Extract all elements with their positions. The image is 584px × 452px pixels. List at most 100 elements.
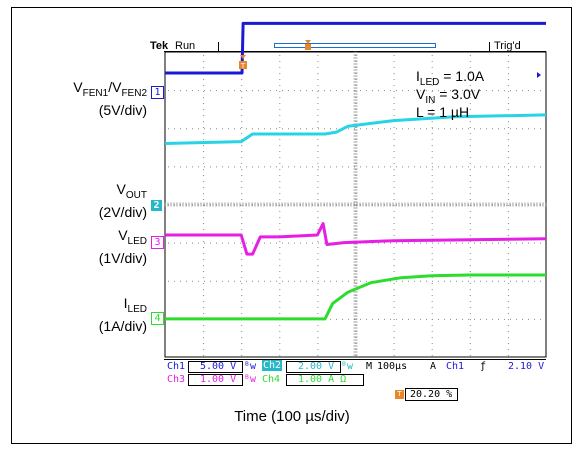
- grid-dot: [507, 61, 509, 62]
- grid-dot: [279, 151, 281, 152]
- grid-dot: [432, 204, 433, 206]
- grid-dot: [279, 343, 281, 344]
- grid-dot: [317, 355, 319, 356]
- grid-dot: [174, 204, 175, 206]
- grid-dot: [279, 325, 281, 326]
- grid-dot: [180, 204, 181, 206]
- record-bracket-line: [274, 47, 436, 48]
- grid-dot: [469, 211, 471, 212]
- grid-dot: [431, 139, 433, 140]
- grid-dot: [203, 313, 205, 314]
- grid-dot: [516, 128, 517, 130]
- grid-dot: [516, 318, 517, 320]
- grid-dot: [426, 166, 427, 168]
- grid-dot: [306, 166, 307, 168]
- grid-dot: [336, 280, 337, 282]
- grid-dot: [528, 204, 529, 206]
- grid-dot: [507, 295, 509, 296]
- grid-dot: [355, 169, 357, 170]
- grid-dot: [432, 318, 433, 320]
- timebase-label: M: [366, 361, 373, 372]
- grid-dot: [279, 283, 281, 284]
- grid-dot: [507, 91, 509, 92]
- grid-dot: [355, 61, 357, 62]
- grid-dot: [240, 90, 241, 92]
- grid-dot: [317, 61, 319, 62]
- grid-dot: [279, 217, 281, 218]
- grid-dot: [469, 241, 471, 242]
- grid-dot: [507, 103, 509, 104]
- record-bracket: [274, 43, 436, 48]
- ch3-bw-icon: ᴮw: [244, 374, 257, 385]
- grid-dot: [469, 103, 471, 104]
- grid-dot: [348, 280, 349, 282]
- grid-dot: [393, 283, 395, 284]
- grid-dot: [241, 223, 243, 224]
- grid-dot: [393, 97, 395, 98]
- grid-dot: [203, 187, 205, 188]
- grid-dot: [431, 253, 433, 254]
- grid-dot: [203, 139, 205, 140]
- grid-dot: [366, 280, 367, 282]
- grid-dot: [300, 166, 301, 168]
- grid-dot: [480, 166, 481, 168]
- grid-dot: [317, 79, 319, 80]
- grid-dot: [279, 205, 281, 206]
- grid-dot: [384, 242, 385, 244]
- grid-dot: [279, 265, 281, 266]
- grid-dot: [203, 295, 205, 296]
- grid-dot: [393, 211, 395, 212]
- grid-dot: [540, 166, 541, 168]
- grid-dot: [317, 289, 319, 290]
- grid-dot: [469, 151, 471, 152]
- grid-dot: [438, 204, 439, 206]
- grid-dot: [431, 289, 433, 290]
- ch4-marker-icon: 4: [151, 312, 164, 325]
- grid-dot: [300, 90, 301, 92]
- grid-dot: [396, 204, 397, 206]
- grid-dot: [203, 337, 205, 338]
- grid-dot: [210, 204, 211, 206]
- grid-dot: [393, 79, 395, 80]
- grid-dot: [279, 85, 281, 86]
- grid-dot: [431, 217, 433, 218]
- grid-dot: [390, 90, 391, 92]
- grid-dot: [450, 90, 451, 92]
- grid-dot: [372, 128, 373, 130]
- grid-dot: [469, 259, 471, 260]
- grid-dot: [426, 242, 427, 244]
- grid-dot: [192, 242, 193, 244]
- label-vout: VOUT (2V/div): [98, 181, 147, 220]
- grid-dot: [486, 318, 487, 320]
- grid-dot: [264, 128, 265, 130]
- grid-dot: [462, 280, 463, 282]
- grid-dot: [312, 280, 313, 282]
- grid-dot: [279, 157, 281, 158]
- grid-dot: [317, 295, 319, 296]
- grid-dot: [355, 283, 357, 284]
- grid-dot: [469, 91, 471, 92]
- grid-dot: [507, 55, 509, 56]
- grid-dot: [469, 337, 471, 338]
- grid-dot: [414, 90, 415, 92]
- grid-dot: [317, 169, 319, 170]
- grid-dot: [317, 73, 319, 74]
- grid-dot: [355, 91, 357, 92]
- grid-dot: [355, 301, 357, 302]
- grid-dot: [355, 55, 357, 56]
- grid-dot: [279, 301, 281, 302]
- grid-dot: [279, 229, 281, 230]
- grid-dot: [168, 242, 169, 244]
- grid-dot: [450, 166, 451, 168]
- grid-dot: [507, 97, 509, 98]
- grid-dot: [431, 151, 433, 152]
- grid-dot: [216, 280, 217, 282]
- grid-dot: [241, 289, 243, 290]
- grid-dot: [469, 169, 471, 170]
- grid-dot: [234, 128, 235, 130]
- grid-dot: [192, 90, 193, 92]
- grid-dot: [360, 280, 361, 282]
- grid-dot: [330, 204, 331, 206]
- annotation-iled: ILED = 1.0A: [416, 68, 485, 88]
- grid-dot: [264, 280, 265, 282]
